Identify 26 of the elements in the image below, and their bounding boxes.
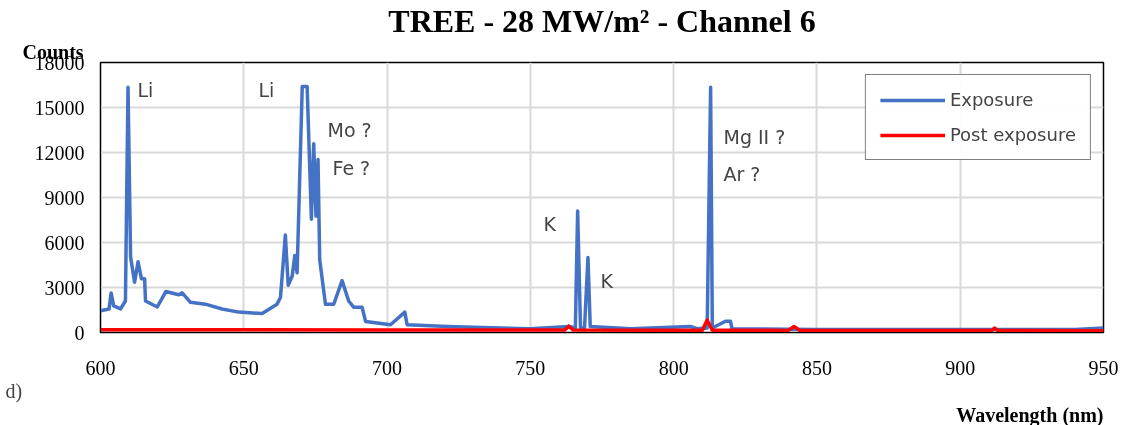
annotation: Li — [258, 78, 275, 101]
x-tick-label: 700 — [372, 356, 403, 379]
x-tick-label: 650 — [228, 356, 259, 379]
annotation: K — [543, 212, 557, 235]
annotation: Mo ? — [327, 118, 372, 141]
y-tick-label: 6000 — [44, 231, 85, 254]
y-tick-label: 3000 — [44, 276, 85, 299]
annotation: Ar ? — [723, 162, 761, 185]
text: d) — [5, 379, 23, 403]
x-tick-label: 750 — [515, 356, 546, 379]
legend-label: Post exposure — [949, 124, 1076, 145]
annotation: Mg II ? — [723, 125, 786, 148]
x-tick-label: 800 — [658, 356, 689, 379]
y-tick-label: 15000 — [34, 96, 85, 119]
annotation: K — [600, 269, 614, 292]
y-tick-label: 9000 — [44, 186, 85, 209]
y-tick-label: 0 — [74, 321, 85, 344]
annotation: Fe ? — [332, 156, 371, 179]
legend-label: Exposure — [949, 89, 1034, 110]
x-tick-label: 600 — [85, 356, 116, 379]
chart-title: TREE - 28 MW/m² - Channel 6 — [388, 2, 816, 39]
annotation: Li — [137, 78, 154, 101]
x-tick-label: 850 — [801, 356, 832, 379]
y-tick-label: 12000 — [34, 141, 85, 164]
x-tick-label: 900 — [945, 356, 976, 379]
x-tick-label: 950 — [1088, 356, 1119, 379]
